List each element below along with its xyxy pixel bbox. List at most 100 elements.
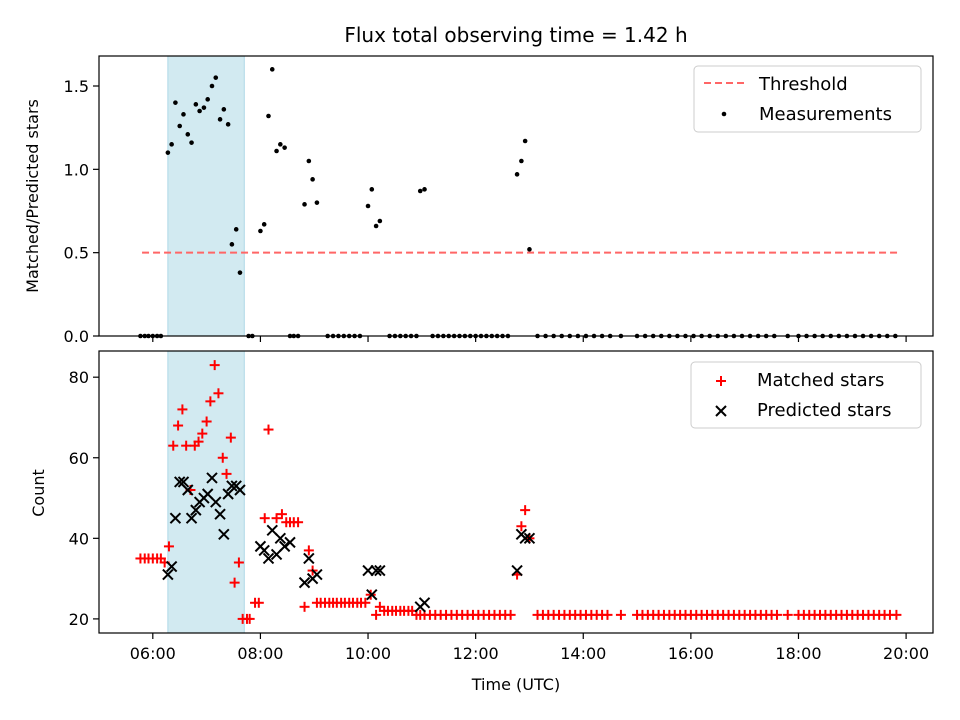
predicted-marker-b [523,532,536,545]
matched-star-point [213,388,224,399]
legend-threshold-label: Threshold [758,74,848,95]
predicted-star-point [274,532,287,545]
x-tick-label: 08:00 [237,644,283,663]
matched-star-point [891,609,902,620]
predicted-star-point [214,508,226,520]
chart-title: Flux total observing time = 1.42 h [344,23,687,47]
predicted-marker-b [206,472,218,484]
y-tick-label: 0.0 [64,327,89,346]
matched-star-point [201,416,212,427]
measurement-point [373,223,379,229]
legend-box [690,361,922,429]
matched-star-point [299,601,310,612]
predicted-star-point [162,568,174,581]
bottom-panel: 06:00 08:00 10:00 12:00 14:00 16:00 18:00 20:00… [29,350,934,663]
predicted-marker-b [266,524,278,536]
measurement-point [209,83,215,89]
measurement-point [213,75,219,80]
predicted-star-point [182,484,194,496]
matched-star-point [782,609,793,620]
matched-star-point [163,541,174,552]
measurement-point [258,228,263,234]
matched-star-point [276,509,287,520]
matched-star-point [197,428,208,439]
predicted-star-point [311,568,323,581]
measurement-point [522,138,528,144]
legend-matched-label: Matched stars [757,370,884,391]
predicted-star-point [523,532,536,545]
measurement-point [266,113,271,119]
x-axis-label: Time (UTC) [471,675,560,694]
matched-star-point [263,424,274,435]
predicted-marker-b [303,552,315,565]
predicted-marker-b [519,532,531,545]
predicted-marker-b [511,564,523,577]
top-legend: Threshold Measurements [693,65,922,133]
measurement-point [177,123,183,129]
predicted-marker-b [214,508,226,520]
y-tick-label: 1.5 [64,77,89,96]
predicted-marker-b [162,568,174,581]
measurement-point [527,247,532,252]
measurement-point [217,117,223,122]
predicted-marker-b [370,564,382,577]
predicted-marker-b [182,484,194,496]
measurement-point [306,158,312,164]
predicted-marker-b [262,552,275,565]
predicted-marker-b [174,476,186,488]
top-y-axis-label: Matched/Predicted stars [23,99,42,293]
measurement-point [173,100,178,105]
bottom-y-axis-label: Count [29,469,48,517]
predicted-star-point [218,528,230,541]
predicted-stars-series [162,472,536,613]
y-tick-label: 20 [69,610,89,629]
predicted-star-point [210,496,222,508]
measurement-point [165,150,171,155]
predicted-star-point [418,597,431,609]
matched-star-point [271,513,282,524]
measurement-point [282,145,287,150]
measurement-point [519,158,524,164]
measurement-point [221,107,227,112]
measurement-point [365,203,371,209]
predicted-marker-b [201,488,214,500]
x-tick-label: 20:00 [883,644,929,663]
measurement-point [417,188,423,194]
matched-star-point [371,609,382,620]
predicted-star-point [303,552,315,565]
matched-star-point [181,440,192,451]
measurement-point [314,200,320,205]
bottom-legend: Matched stars Predicted stars [690,361,922,429]
predicted-marker-b [258,544,270,557]
matched-star-point [615,609,626,620]
matched-star-point [221,468,232,479]
predicted-star-point [366,589,378,601]
legend-box [693,65,922,133]
measurement-point [225,122,231,127]
predicted-star-point [165,560,178,573]
legend-predicted-swatch-b [715,405,727,417]
top-panel: 0.0 0.5 1.0 1.5 Matched/Predicted stars Thr… [23,55,934,346]
matched-star-point [205,396,216,407]
predicted-star-point [370,564,382,577]
predicted-marker-b [190,504,202,516]
matched-star-point [244,613,255,624]
predicted-marker-b [165,560,178,573]
predicted-star-point [190,504,202,516]
legend-predicted-label: Predicted stars [757,400,891,421]
predicted-marker-b [169,512,182,524]
matched-star-point [177,404,188,415]
predicted-star-point [234,484,246,496]
matched-star-point [253,597,264,608]
predicted-marker-b [177,476,190,488]
matched-star-point [505,609,516,620]
matched-star-point [516,521,527,532]
predicted-marker-b [218,528,230,541]
predicted-marker-b [284,536,296,549]
axes-frame [98,55,934,337]
measurement-point [274,148,279,154]
measurement-point [310,177,315,182]
matched-star-point [520,505,531,516]
predicted-star-point [284,536,296,549]
measurement-point [369,187,375,192]
